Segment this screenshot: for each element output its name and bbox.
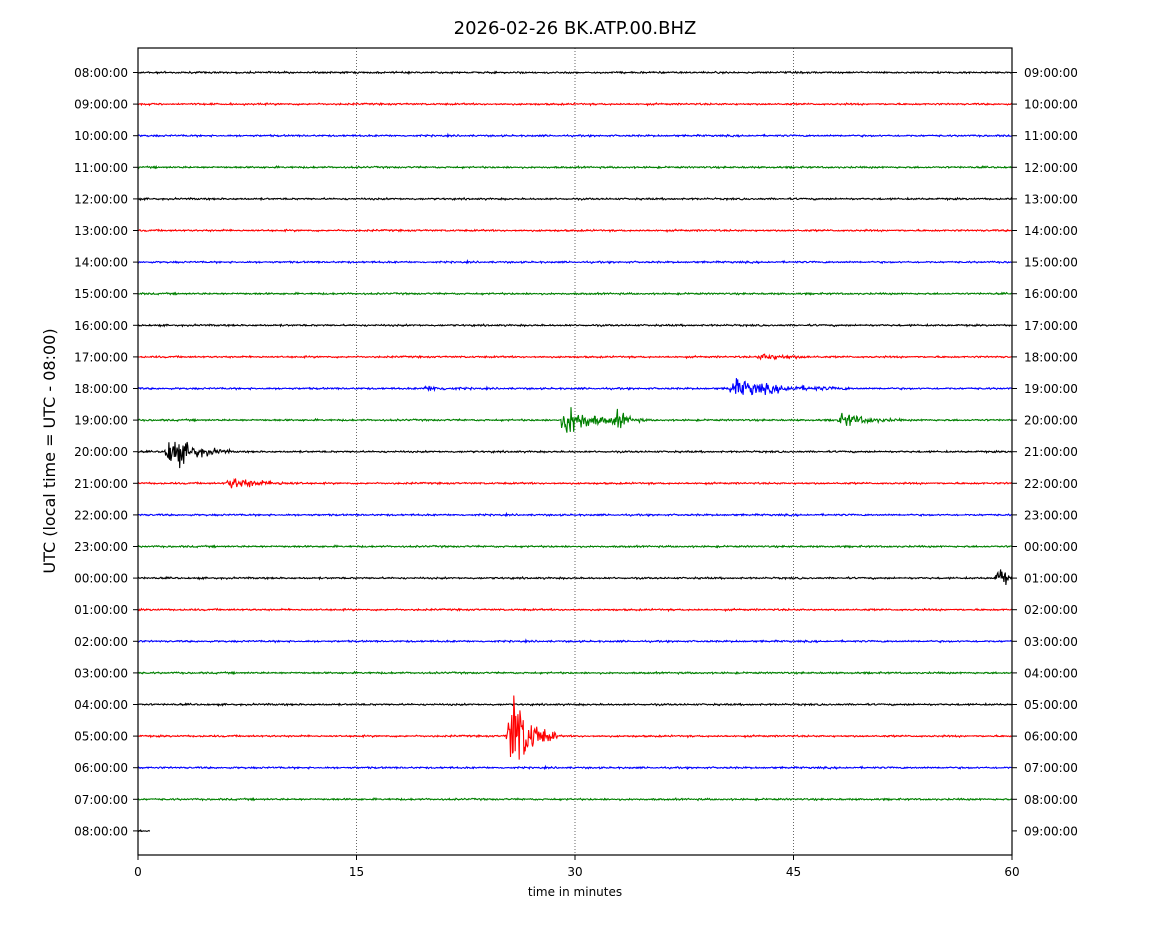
seismic-trace: [137, 407, 1013, 433]
seismic-trace: [137, 70, 1013, 76]
x-tick-label: 30: [567, 865, 582, 879]
left-time-label: 05:00:00: [74, 730, 128, 744]
left-time-label: 16:00:00: [74, 319, 128, 333]
right-time-label: 18:00:00: [1024, 350, 1078, 364]
seismic-trace: [137, 101, 1013, 107]
left-time-label: 01:00:00: [74, 603, 128, 617]
left-time-label: 12:00:00: [74, 192, 128, 206]
right-time-label: 14:00:00: [1024, 224, 1078, 238]
right-time-label: 02:00:00: [1024, 603, 1078, 617]
left-time-label: 22:00:00: [74, 508, 128, 522]
left-time-label: 19:00:00: [74, 414, 128, 428]
right-time-label: 08:00:00: [1024, 793, 1078, 807]
seismic-trace: [138, 695, 1013, 760]
seismic-trace: [137, 322, 1013, 328]
right-time-label: 21:00:00: [1024, 445, 1078, 459]
left-time-label: 15:00:00: [74, 287, 128, 301]
left-time-label: 10:00:00: [74, 129, 128, 143]
seismic-trace: [137, 764, 1013, 771]
right-time-label: 10:00:00: [1024, 98, 1078, 112]
left-time-label: 17:00:00: [74, 350, 128, 364]
seismic-trace: [137, 511, 1013, 518]
right-time-label: 15:00:00: [1024, 256, 1078, 270]
seismic-trace: [137, 353, 1013, 361]
x-tick-label: 45: [786, 865, 801, 879]
chart-title: 2026-02-26 BK.ATP.00.BHZ: [454, 18, 697, 39]
seismic-trace: [137, 378, 1013, 396]
right-time-label: 06:00:00: [1024, 730, 1078, 744]
tick-label-layer: 0 15 30 45 60 08:00:00 09:00:00 09:00:00 10:00:0…: [74, 66, 1078, 879]
left-time-label: 23:00:00: [74, 540, 128, 554]
seismic-trace: [137, 670, 1013, 676]
seismic-trace: [137, 132, 1013, 139]
right-time-label: 03:00:00: [1024, 635, 1078, 649]
right-time-label: 23:00:00: [1024, 508, 1078, 522]
left-time-label: 06:00:00: [74, 761, 128, 775]
left-time-label: 03:00:00: [74, 666, 128, 680]
left-time-label: 18:00:00: [74, 382, 128, 396]
x-axis-label: time in minutes: [528, 885, 622, 899]
y-axis-label: UTC (local time = UTC - 08:00): [40, 328, 59, 573]
right-time-label: 09:00:00: [1024, 824, 1078, 838]
right-time-label: 22:00:00: [1024, 477, 1078, 491]
seismic-trace: [137, 569, 1013, 586]
right-time-label: 11:00:00: [1024, 129, 1078, 143]
right-time-label: 16:00:00: [1024, 287, 1078, 301]
right-time-label: 09:00:00: [1024, 66, 1078, 80]
seismic-trace: [137, 477, 1013, 489]
left-time-label: 20:00:00: [74, 445, 128, 459]
left-time-label: 13:00:00: [74, 224, 128, 238]
x-tick-label: 0: [134, 865, 142, 879]
right-time-label: 01:00:00: [1024, 572, 1078, 586]
trace-layer: [137, 70, 1013, 833]
left-time-label: 04:00:00: [74, 698, 128, 712]
seismic-trace: [137, 638, 1012, 644]
seismic-trace: [137, 196, 1013, 202]
left-time-label: 02:00:00: [74, 635, 128, 649]
seismic-trace: [137, 797, 1013, 802]
grid-layer: [356, 48, 794, 855]
right-time-label: 04:00:00: [1024, 666, 1078, 680]
seismic-trace: [137, 607, 1013, 613]
seismic-trace: [137, 702, 1013, 707]
left-time-label: 14:00:00: [74, 256, 128, 270]
right-time-label: 13:00:00: [1024, 192, 1078, 206]
left-time-label: 08:00:00: [74, 824, 128, 838]
left-time-label: 07:00:00: [74, 793, 128, 807]
seismic-trace: [137, 165, 1013, 170]
right-time-label: 20:00:00: [1024, 414, 1078, 428]
left-time-label: 21:00:00: [74, 477, 128, 491]
left-time-label: 11:00:00: [74, 161, 128, 175]
right-time-label: 00:00:00: [1024, 540, 1078, 554]
x-tick-label: 15: [349, 865, 364, 879]
left-time-label: 00:00:00: [74, 572, 128, 586]
plot-frame: [137, 47, 1013, 856]
left-time-label: 09:00:00: [74, 98, 128, 112]
seismic-trace: [137, 258, 1013, 265]
x-tick-label: 60: [1004, 865, 1019, 879]
right-time-label: 12:00:00: [1024, 161, 1078, 175]
seismic-trace: [137, 441, 1013, 469]
left-time-label: 08:00:00: [74, 66, 128, 80]
right-time-label: 07:00:00: [1024, 761, 1078, 775]
right-time-label: 05:00:00: [1024, 698, 1078, 712]
seismic-trace: [137, 828, 151, 833]
seismic-trace: [137, 228, 1012, 234]
right-time-label: 19:00:00: [1024, 382, 1078, 396]
seismic-trace: [137, 291, 1013, 296]
seismic-trace: [137, 544, 1013, 549]
right-time-label: 17:00:00: [1024, 319, 1078, 333]
